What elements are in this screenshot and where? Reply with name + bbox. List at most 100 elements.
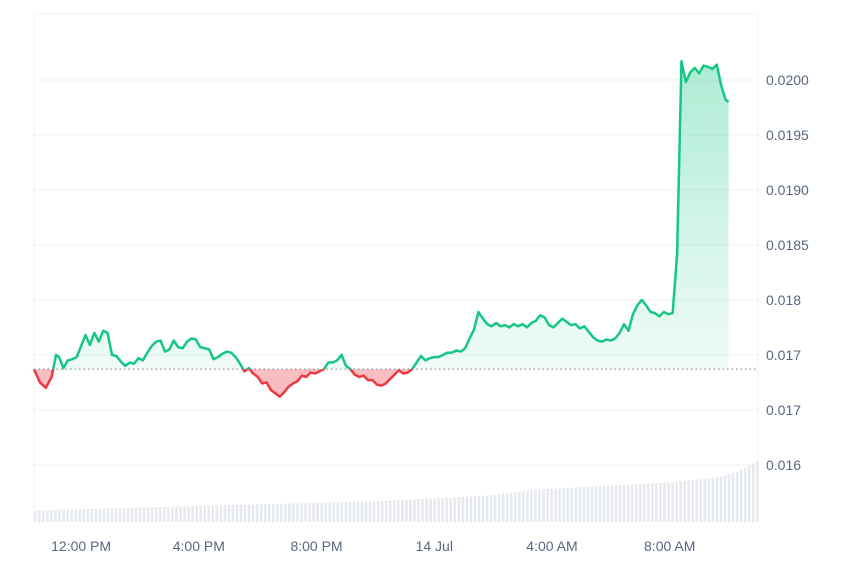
volume-bar [699, 479, 703, 522]
volume-bar [582, 486, 586, 522]
volume-bar [405, 499, 408, 522]
volume-bar [675, 481, 678, 522]
volume-bar [219, 505, 223, 522]
volume-bar [199, 505, 202, 522]
volume-bar [659, 482, 662, 522]
volume-bar [46, 510, 49, 522]
volume-bar [473, 496, 477, 522]
volume-bar [598, 486, 602, 522]
x-tick-label: 8:00 PM [290, 538, 342, 554]
y-tick-label: 0.017 [766, 402, 801, 418]
volume-bar [489, 495, 493, 522]
volume-bar [138, 507, 142, 522]
volume-bar [211, 505, 215, 522]
volume-bar [336, 502, 340, 522]
volume-bar [497, 494, 501, 522]
volume-bar [364, 501, 368, 522]
volume-bar [401, 500, 404, 522]
volume-bar [465, 496, 469, 522]
volume-bar [247, 504, 251, 522]
volume-bar [175, 506, 178, 522]
y-tick-label: 0.0200 [766, 72, 809, 88]
volume-bar [622, 484, 626, 522]
volume-bar [550, 488, 553, 522]
price-fill [34, 61, 729, 397]
volume-bar [54, 509, 57, 522]
volume-bar [259, 504, 263, 522]
volume-bar [397, 500, 400, 522]
volume-bar [50, 510, 53, 522]
volume-bar [150, 507, 154, 522]
volume-bar [534, 489, 537, 522]
volume-bar [384, 500, 388, 522]
volume-bar [518, 491, 521, 522]
volume-bar [747, 465, 751, 522]
volume-bar [171, 506, 174, 522]
volume-bar [243, 504, 247, 522]
volume-bar [340, 502, 344, 522]
volume-bar [271, 503, 275, 522]
volume-bar [723, 475, 727, 522]
volume-bar [711, 477, 715, 522]
volume-bar [183, 506, 186, 522]
volume-bar [663, 482, 666, 522]
y-tick-label: 0.016 [766, 457, 801, 473]
volume-bar [425, 498, 428, 522]
volume-bar [655, 483, 658, 522]
area-fill-up [34, 61, 729, 370]
volume-bar [126, 507, 130, 522]
volume-bar [574, 487, 578, 522]
x-tick-label: 12:00 PM [51, 538, 111, 554]
volume-bar [751, 463, 755, 522]
x-tick-label: 4:00 AM [526, 538, 577, 554]
volume-bar [566, 487, 570, 522]
volume-bar [231, 505, 235, 522]
volume-bar [344, 502, 348, 522]
volume-bar [308, 502, 311, 522]
volume-bar [647, 483, 650, 522]
volume-bar [122, 507, 126, 522]
volume-bar [679, 481, 682, 522]
volume-bar [98, 508, 102, 522]
volume-bar [356, 501, 360, 522]
volume-bar [223, 505, 227, 522]
volume-bar [639, 483, 642, 522]
volume-bar [312, 502, 315, 522]
area-fill-down [34, 369, 413, 397]
price-line-down [32, 369, 414, 398]
volume-bar [522, 490, 525, 522]
volume-bar [417, 499, 420, 522]
volume-bar [667, 482, 670, 522]
volume-bar [610, 485, 614, 522]
volume-bar [590, 486, 594, 522]
volume-bar [352, 501, 356, 522]
volume-bar [530, 489, 533, 522]
y-tick-label: 0.0190 [766, 182, 809, 198]
volume-bar [118, 508, 122, 522]
volume-bar [70, 509, 73, 522]
volume-bar [304, 503, 307, 522]
volume-bar [130, 507, 134, 522]
volume-bar [671, 482, 674, 522]
x-tick-label: 8:00 AM [644, 538, 695, 554]
volume-bar [695, 479, 699, 522]
volume-bar [526, 490, 529, 522]
volume-bar [288, 503, 291, 522]
y-tick-label: 0.0185 [766, 237, 809, 253]
volume-bar [509, 492, 513, 522]
volume-bar [554, 488, 557, 522]
volume-bar [558, 488, 561, 522]
volume-bar [719, 476, 723, 522]
volume-bar [618, 485, 622, 522]
volume-bar [651, 483, 654, 522]
volume-bar [134, 507, 138, 522]
price-line-up [33, 60, 730, 370]
volume-bar [449, 497, 453, 522]
volume-bar [215, 505, 219, 522]
volume-bar [421, 498, 424, 522]
y-axis: 0.0200 0.0195 0.0190 0.0185 0.018 0.017 0.017 0… [766, 72, 809, 473]
volume-bar [735, 471, 739, 522]
volume-bar [453, 497, 457, 522]
volume-bar [743, 467, 747, 522]
